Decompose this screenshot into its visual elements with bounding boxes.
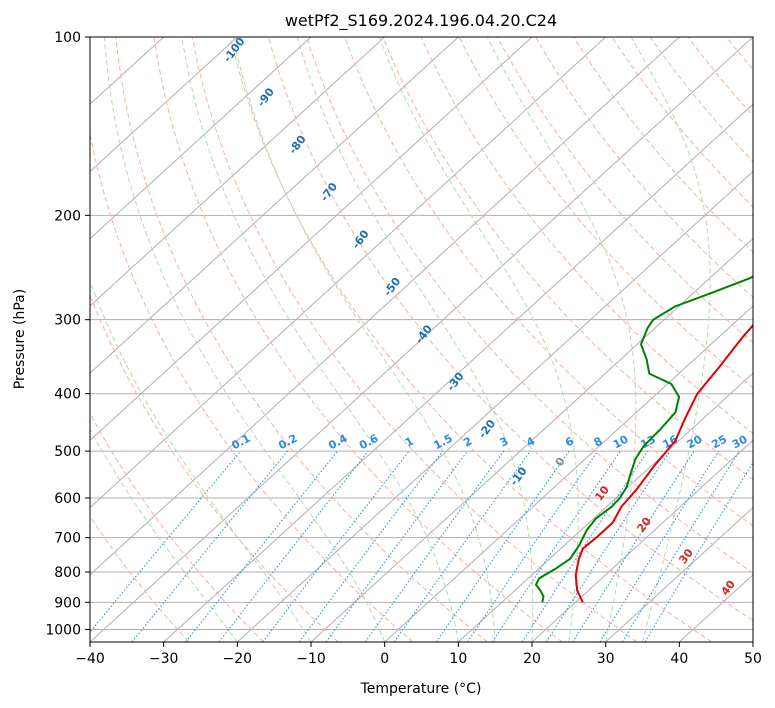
x-tick-label: −30 bbox=[149, 651, 179, 667]
mixing-ratio-label: 16 bbox=[660, 433, 680, 452]
x-tick-label: 0 bbox=[380, 651, 389, 667]
isotherm-gridline bbox=[531, 439, 753, 642]
dry-adiabat bbox=[191, 37, 638, 642]
mixing-ratio-line bbox=[393, 450, 531, 642]
mixing-ratio-line bbox=[545, 450, 671, 642]
moist-adiabat bbox=[181, 37, 459, 642]
moist-adiabat bbox=[232, 37, 496, 642]
dry-adiabat bbox=[115, 37, 488, 642]
mixing-ratio-line bbox=[467, 450, 599, 642]
y-axis-label: Pressure (hPa) bbox=[12, 289, 28, 389]
isotherm-gridline bbox=[90, 37, 386, 307]
dry-adiabat bbox=[420, 37, 753, 435]
x-tick-label: 20 bbox=[523, 651, 541, 667]
mixing-ratio-line bbox=[218, 450, 369, 642]
isotherm-gridline bbox=[90, 37, 312, 240]
dry-adiabat bbox=[344, 37, 753, 527]
x-axis-label: Temperature (°C) bbox=[360, 681, 482, 697]
plot-area: 0.10.20.40.611.52346810131620253036-100-… bbox=[90, 37, 771, 642]
x-tick-label: 50 bbox=[744, 651, 762, 667]
x-tick-label: 10 bbox=[449, 651, 467, 667]
y-tick-label: 300 bbox=[54, 313, 81, 329]
dry-adiabat bbox=[90, 131, 414, 642]
axes: −40 −30 −20 −10 0 10 20 30 40 50 1000 900 800 700 600 5… bbox=[45, 30, 762, 667]
isotherm-gridline bbox=[90, 37, 753, 642]
dewpoint-profile-line bbox=[535, 275, 753, 603]
dry-adiabat bbox=[229, 37, 712, 642]
mixing-ratio-line bbox=[491, 450, 621, 642]
isotherm-gridline bbox=[236, 170, 753, 642]
x-tick-label: −10 bbox=[296, 651, 326, 667]
isotherm-gridline bbox=[90, 37, 459, 374]
x-tick-label: 30 bbox=[597, 651, 615, 667]
y-tick-label: 800 bbox=[54, 565, 81, 581]
plot-frame bbox=[89, 36, 754, 643]
y-tick-label: 700 bbox=[54, 531, 81, 547]
mixing-ratio-label: 10 bbox=[611, 433, 631, 452]
mixing-ratio-line bbox=[644, 461, 753, 642]
x-tick-label: −20 bbox=[223, 651, 253, 667]
isotherm-gridline bbox=[90, 37, 680, 576]
mixing-ratio-line bbox=[262, 450, 410, 642]
temperature-profile-line bbox=[574, 323, 753, 603]
moist-adiabat bbox=[90, 428, 238, 642]
isotherm-gridline bbox=[90, 37, 238, 173]
moist-adiabat bbox=[378, 37, 579, 642]
mixing-ratio-line bbox=[621, 450, 740, 642]
moist-adiabat bbox=[486, 37, 637, 642]
dry-adiabat bbox=[90, 412, 264, 642]
y-tick-label: 500 bbox=[54, 444, 81, 460]
mixing-ratio-line bbox=[298, 450, 444, 642]
dry-adiabat bbox=[496, 37, 753, 344]
x-tick-label: 40 bbox=[670, 651, 688, 667]
mixing-ratio-line bbox=[364, 450, 505, 642]
dry-adiabat bbox=[153, 37, 563, 642]
isotherm-gridline bbox=[605, 506, 753, 642]
y-tick-label: 200 bbox=[54, 208, 81, 224]
mixing-ratio-line bbox=[572, 450, 695, 642]
dry-adiabat bbox=[268, 37, 753, 622]
dry-adiabat bbox=[382, 37, 753, 481]
y-tick-label: 400 bbox=[54, 387, 81, 403]
mixing-ratio-line bbox=[435, 450, 570, 642]
mixing-ratio-line bbox=[599, 450, 720, 642]
isotherm-gridline bbox=[384, 305, 753, 642]
y-tick-label: 900 bbox=[54, 595, 81, 611]
mixing-ratio-line bbox=[325, 450, 468, 642]
mixing-ratio-label: 36 bbox=[751, 433, 771, 452]
y-tick-label: 600 bbox=[54, 491, 81, 507]
mixing-ratio-line bbox=[521, 450, 649, 642]
mixing-ratio-label: 20 bbox=[685, 433, 705, 452]
moist-adiabat bbox=[296, 37, 534, 642]
mixing-ratio-line bbox=[131, 450, 289, 642]
x-tick-label: −40 bbox=[75, 651, 105, 667]
mixing-ratio-label: 30 bbox=[730, 433, 750, 452]
isotherm-gridline bbox=[163, 103, 753, 642]
isotherm-gridline bbox=[90, 37, 533, 442]
isotherm-gridline bbox=[90, 37, 607, 509]
dry-adiabat bbox=[535, 37, 753, 298]
isotherm-gridline bbox=[457, 372, 753, 642]
y-tick-label: 1000 bbox=[45, 622, 81, 638]
moist-adiabat bbox=[630, 37, 711, 642]
chart-title: wetPf2_S169.2024.196.04.20.C24 bbox=[285, 11, 557, 31]
mixing-ratio-label: 25 bbox=[709, 433, 729, 452]
y-tick-label: 100 bbox=[54, 30, 81, 46]
